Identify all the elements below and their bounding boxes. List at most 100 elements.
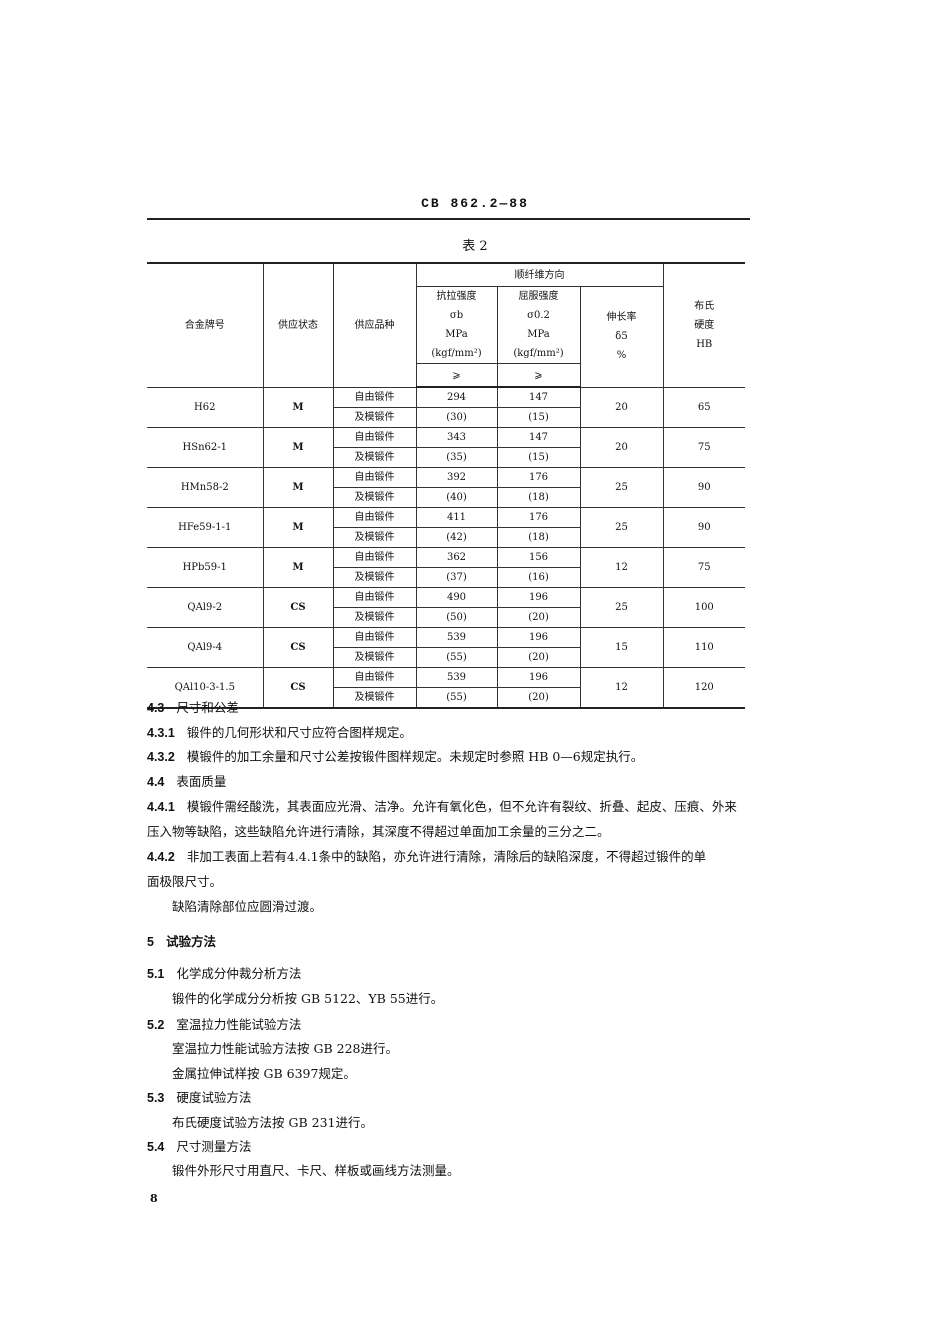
cell-variety: 及模锻件: [333, 607, 417, 628]
line-text: 化学成分仲裁分析方法: [176, 966, 302, 981]
line-text: 缺陷清除部位应圆滑过渡。: [172, 899, 323, 914]
line-text: 锻件的几何形状和尺寸应符合图样规定。: [186, 725, 412, 740]
cell-variety: 自由锻件: [332, 667, 417, 688]
cell-state: M: [262, 507, 334, 548]
paragraph-line: 室温拉力性能试验方法按 GB 228进行。: [172, 1038, 398, 1057]
cell-alloy: H62: [147, 386, 264, 428]
cell-tensile: 539: [415, 627, 498, 648]
header-line: 伸长率: [606, 312, 637, 324]
ge-symbol: ⩾: [416, 363, 498, 388]
cell-state: CS: [262, 667, 334, 709]
cell-tensile: 343: [415, 427, 498, 448]
cell-hb: 110: [662, 627, 745, 668]
paragraph-line: 5.1 化学成分仲裁分析方法: [147, 963, 301, 982]
paragraph-line: 锻件外形尺寸用直尺、卡尺、样板或画线方法测量。: [172, 1160, 460, 1179]
line-text: 尺寸和公差: [176, 700, 239, 715]
header-line: 硬度: [694, 319, 715, 331]
paragraph-line: 4.3 尺寸和公差: [147, 697, 239, 716]
cell-hb: 90: [662, 467, 745, 508]
line-text: 锻件外形尺寸用直尺、卡尺、样板或画线方法测量。: [172, 1163, 460, 1178]
cell-variety: 及模锻件: [333, 407, 417, 428]
table-row: QAl9-2 CS 自由锻件 490 196 25 100: [147, 587, 745, 628]
cell-tensile-kgf: (50): [415, 607, 498, 628]
cell-variety: 及模锻件: [333, 487, 417, 508]
cell-variety: 自由锻件: [332, 587, 417, 608]
line-text: 硬度试验方法: [176, 1090, 252, 1105]
cell-yield-kgf: (15): [496, 447, 580, 468]
section-number: 5.4: [147, 1140, 165, 1154]
cell-variety: 及模锻件: [333, 447, 417, 468]
paragraph-line: 4.3.2 模锻件的加工余量和尺寸公差按锻件图样规定。未规定时参照 HB 0—6规…: [147, 746, 643, 765]
section-number: 4.3.2: [147, 750, 175, 764]
cell-tensile-kgf: (55): [415, 687, 498, 709]
header-line: (kgf/mm²): [513, 348, 564, 359]
cell-elong: 25: [579, 507, 664, 548]
col-elong: 伸长率 δ5%: [579, 286, 663, 388]
paragraph-line: 金属拉伸试样按 GB 6397规定。: [172, 1063, 356, 1082]
cell-yield: 196: [496, 587, 581, 608]
cell-tensile-kgf: (37): [415, 567, 498, 588]
line-text: 模锻件需经酸洗，其表面应光滑、洁净。允许有氧化色，但不允许有裂纹、折叠、起皮、压…: [186, 799, 737, 814]
cell-variety: 自由锻件: [332, 547, 417, 568]
line-text: 表面质量: [176, 774, 227, 789]
col-alloy: 合金牌号: [147, 262, 264, 388]
cell-tensile-kgf: (42): [415, 527, 498, 548]
header-line: 屈服强度: [518, 291, 559, 302]
header-line: %: [616, 350, 627, 362]
cell-hb: 75: [662, 547, 745, 588]
cell-yield-kgf: (16): [496, 567, 580, 588]
cell-yield: 147: [496, 427, 581, 448]
line-text: 压入物等缺陷，这些缺陷允许进行清除，其深度不得超过单面加工余量的三分之二。: [147, 824, 610, 839]
paragraph-line: 缺陷清除部位应圆滑过渡。: [172, 896, 322, 915]
cell-hb: 100: [662, 587, 745, 628]
line-text: 面极限尺寸。: [147, 874, 223, 889]
col-state: 供应状态: [262, 262, 334, 388]
cell-state: M: [262, 467, 334, 508]
cell-yield: 176: [496, 507, 581, 528]
line-text: 金属拉伸试样按 GB 6397规定。: [172, 1066, 356, 1081]
cell-variety: 及模锻件: [333, 567, 417, 588]
table-row: HMn58-2 M 自由锻件 392 176 25 90: [147, 467, 745, 508]
cell-yield: 196: [496, 667, 581, 688]
cell-hb: 90: [662, 507, 745, 548]
cell-hb: 120: [662, 667, 745, 709]
cell-alloy: QAl9-4: [147, 627, 264, 668]
paragraph-line: 5.3 硬度试验方法: [147, 1087, 251, 1106]
cell-yield-kgf: (20): [496, 607, 580, 628]
cell-state: CS: [262, 587, 334, 628]
cell-alloy: HSn62-1: [147, 427, 264, 468]
header-rule: [147, 218, 750, 220]
line-text: 布氏硬度试验方法按 GB 231进行。: [172, 1115, 373, 1130]
cell-yield: 176: [496, 467, 581, 488]
cell-tensile-kgf: (55): [415, 647, 498, 668]
paragraph-line: 4.4 表面质量: [147, 771, 226, 790]
paragraph-line: 5 试验方法: [147, 931, 216, 950]
cell-tensile: 362: [415, 547, 498, 568]
cell-tensile: 490: [415, 587, 498, 608]
section-number: 4.4.2: [147, 850, 175, 864]
cell-alloy: HPb59-1: [147, 547, 264, 588]
header-line: σ0.2: [527, 310, 550, 321]
paragraph-line: 4.4.1 模锻件需经酸洗，其表面应光滑、洁净。允许有氧化色，但不允许有裂纹、折叠…: [147, 796, 737, 815]
table-caption: 表 2: [462, 239, 488, 254]
col-group: 顺纤维方向: [415, 262, 664, 287]
line-text: 非加工表面上若有4.4.1条中的缺陷，亦允许进行清除，清除后的缺陷深度，不得超过…: [186, 849, 707, 864]
cell-elong: 20: [579, 427, 664, 468]
paragraph-line: 4.4.2 非加工表面上若有4.4.1条中的缺陷，亦允许进行清除，清除后的缺陷深度…: [147, 846, 706, 865]
paragraph-line: 压入物等缺陷，这些缺陷允许进行清除，其深度不得超过单面加工余量的三分之二。: [147, 821, 610, 840]
cell-tensile: 392: [415, 467, 498, 488]
cell-variety: 自由锻件: [332, 507, 417, 528]
col-hb: 布氏 硬度 HB: [662, 262, 745, 388]
cell-state: M: [262, 427, 334, 468]
section-number: 4.3: [147, 701, 165, 715]
cell-yield: 147: [496, 386, 581, 408]
header-line: HB: [696, 338, 713, 350]
cell-tensile: 411: [415, 507, 498, 528]
col-yield: 屈服强度 σ0.2 MPa (kgf/mm²): [496, 286, 581, 364]
header-line: MPa: [527, 329, 550, 340]
line-text: 锻件的化学成分分析按 GB 5122、YB 55进行。: [172, 991, 444, 1006]
cell-variety: 及模锻件: [333, 687, 417, 709]
cell-tensile: 539: [415, 667, 498, 688]
paragraph-line: 面极限尺寸。: [147, 871, 222, 890]
